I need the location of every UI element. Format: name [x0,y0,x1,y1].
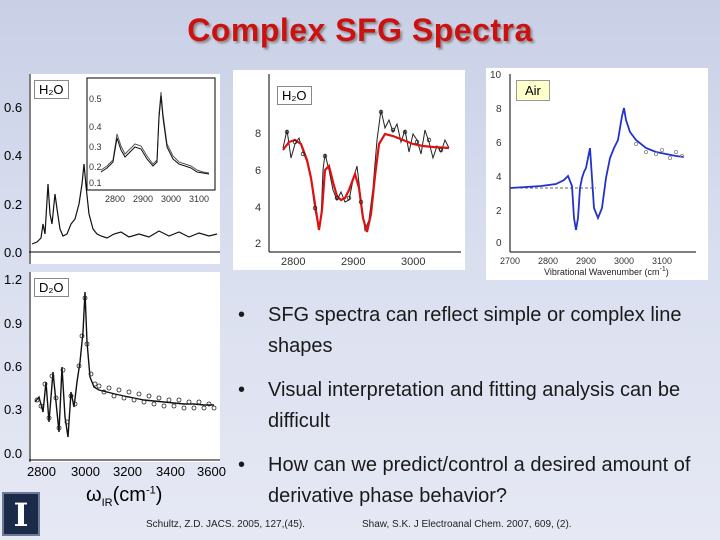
x-tick: 3000 [71,464,100,479]
inset-y-tick: 0.3 [89,142,102,152]
x-tick: 3400 [156,464,185,479]
h2o-label: H₂O [34,80,69,99]
logo-letter: I [13,496,29,534]
y-tick: 0.9 [4,316,23,331]
y-tick: 0.6 [4,359,23,374]
h2o-fit-plot [268,74,461,253]
air-spectrum-plot [509,74,696,253]
y-tick: 8 [255,128,262,140]
y-tick: 8 [496,104,502,115]
y-tick: 0.4 [4,148,23,163]
y-tick: 0.0 [4,245,23,260]
x-tick: 3100 [652,256,673,266]
x-tick: 3000 [401,256,426,268]
y-tick: 2 [255,238,262,250]
inset-y-tick: 0.5 [89,94,102,104]
university-logo-icon: I [2,492,40,536]
x-tick: 3600 [197,464,226,479]
inset-x-tick: 3000 [161,194,182,204]
x-tick: 2800 [27,464,56,479]
h2o-spectrum-plot [29,74,220,264]
bullet-item: • SFG spectra can reflect simple or comp… [238,300,708,362]
x-label-close: ) [155,484,163,506]
inset-y-tick: 0.4 [89,122,102,132]
bullet-dot: • [238,304,246,326]
reference-left: Schultz, Z.D. JACS. 2005, 127,(45). [146,519,305,530]
air-label: Air [516,80,550,101]
inset-x-tick: 3100 [189,194,210,204]
h2o-fit-label: H₂O [277,86,312,105]
inset-y-tick: 0.2 [89,162,102,172]
air-x-label-text: Vibrational Wavenumber (cm [544,267,660,277]
y-tick: 0.2 [4,197,23,212]
y-tick: 10 [490,70,502,81]
air-x-label-sup: -1 [659,266,666,273]
x-label-sup: -1 [145,484,156,497]
x-tick: 2700 [500,256,521,266]
y-tick: 0 [496,238,502,249]
x-tick: 2900 [576,256,597,266]
bullet-item: • How can we predict/control a desired a… [238,450,708,512]
bullet-list: • SFG spectra can reflect simple or comp… [238,300,708,525]
y-tick: 6 [496,138,502,149]
x-label-unit: (cm [112,484,146,506]
x-tick: 2900 [341,256,366,268]
air-spectrum-panel: Air 10 8 6 4 2 0 2700 2800 2900 3000 310… [486,68,708,280]
x-label-sub: IR [101,497,113,509]
inset-x-tick: 2800 [105,194,126,204]
x-tick: 2800 [281,256,306,268]
air-x-axis-label: Vibrational Wavenumber (cm-1) [544,266,669,277]
bullet-item: • Visual interpretation and fitting anal… [238,375,708,437]
bullet-text: SFG spectra can reflect simple or comple… [268,304,682,357]
y-tick: 4 [255,202,262,214]
x-label-omega: ω [86,484,102,506]
inset-x-tick: 2900 [133,194,154,204]
y-tick: 0.6 [4,100,23,115]
y-tick: 6 [255,165,262,177]
y-tick: 0.3 [4,402,23,417]
bullet-text: Visual interpretation and fitting analys… [268,379,681,432]
h2o-spectrum-panel: H₂O 0.5 0.4 0.3 0.2 0.1 2800 2900 3000 3… [29,74,220,264]
bullet-dot: • [238,379,246,401]
x-tick: 2800 [538,256,559,266]
d2o-label: D₂O [34,278,69,297]
d2o-spectrum-panel: D₂O [29,272,220,462]
bullet-dot: • [238,454,246,476]
x-tick: 3000 [614,256,635,266]
y-tick: 4 [496,172,502,183]
y-tick: 2 [496,206,502,217]
d2o-spectrum-plot [29,272,220,462]
slide-title: Complex SFG Spectra [187,12,533,48]
y-tick: 1.2 [4,272,23,287]
h2o-fit-panel: H₂O 8 6 4 2 2800 2900 3000 [233,70,465,270]
inset-y-tick: 0.1 [89,178,102,188]
bullet-text: How can we predict/control a desired amo… [268,454,691,507]
air-x-label-close: ) [665,267,669,277]
d2o-x-axis-label: ωIR(cm-1) [86,484,162,509]
y-tick: 0.0 [4,446,23,461]
reference-right: Shaw, S.K. J Electroanal Chem. 2007, 609… [362,519,572,530]
x-tick: 3200 [113,464,142,479]
